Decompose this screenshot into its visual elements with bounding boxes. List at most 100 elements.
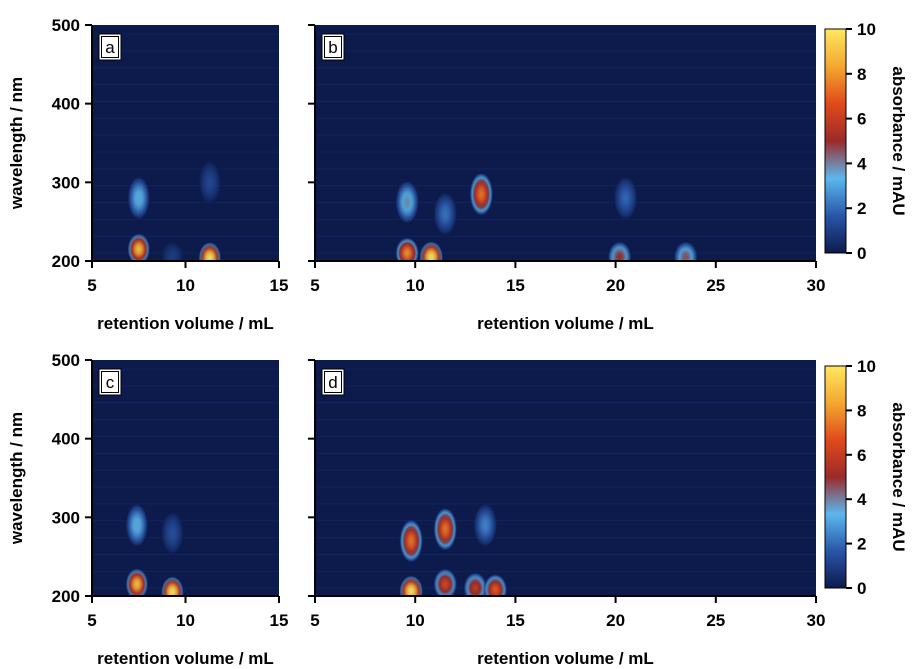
background-streak xyxy=(315,368,816,370)
x-axis-label: retention volume / mL xyxy=(97,314,274,333)
panel-letter-inner-box xyxy=(324,371,342,393)
background-streak xyxy=(92,100,279,103)
background-streak xyxy=(92,587,279,589)
x-tick-label: 25 xyxy=(706,611,725,630)
background-streak xyxy=(92,33,279,35)
heatmap-peak xyxy=(127,176,151,221)
x-tick-label: 15 xyxy=(506,611,525,630)
panel-letter-box xyxy=(321,368,345,396)
heatmap-panel-a: 5 10 15 200 300 400 500 retention volume / mL wa… xyxy=(7,16,288,333)
background-streak xyxy=(315,553,816,556)
background-streak xyxy=(315,202,816,204)
heatmap-background xyxy=(92,25,279,261)
panel-letter: a xyxy=(105,38,115,57)
heatmap-peak xyxy=(399,575,424,596)
background-streak xyxy=(315,134,816,136)
x-tick-label: 20 xyxy=(606,611,625,630)
colorbar-tick-label: 2 xyxy=(857,199,866,218)
background-streak xyxy=(92,218,279,221)
background-streak xyxy=(92,553,279,556)
colorbar-tick-label: 10 xyxy=(857,20,876,39)
background-streak xyxy=(92,452,279,454)
colorbar-tick-label: 0 xyxy=(857,244,866,263)
x-tick-label: 20 xyxy=(606,276,625,295)
background-streak xyxy=(92,168,279,170)
background-streak xyxy=(315,503,816,505)
y-tick-label: 300 xyxy=(52,173,80,192)
panel-letter: b xyxy=(328,38,337,57)
heatmap-background xyxy=(315,25,816,261)
heatmap-peak xyxy=(433,191,458,236)
colorbar-gradient xyxy=(824,28,847,254)
heatmap-peak xyxy=(160,511,184,556)
background-streak xyxy=(92,402,279,404)
background-streak xyxy=(315,385,816,387)
x-tick-label: 5 xyxy=(87,276,96,295)
background-streak xyxy=(315,402,816,404)
background-streak xyxy=(315,419,816,421)
background-streak xyxy=(92,570,279,572)
x-axis-label: retention volume / mL xyxy=(477,649,654,668)
x-tick-label: 15 xyxy=(270,611,289,630)
x-tick-label: 10 xyxy=(176,611,195,630)
heatmap-peak xyxy=(160,576,184,596)
heatmap-panel-c: 5 10 15 200 300 400 500 retention volume / mL wa… xyxy=(7,351,288,668)
colorbar-label: absorbance / mAU xyxy=(889,402,908,551)
heatmap-peak xyxy=(395,180,420,224)
background-streak xyxy=(315,435,816,438)
heatmap-peak xyxy=(399,518,424,563)
colorbar-tick-label: 6 xyxy=(857,446,866,465)
background-streak xyxy=(315,252,816,254)
x-tick-label: 30 xyxy=(807,276,826,295)
background-streak xyxy=(92,469,279,471)
heatmap-background xyxy=(315,360,816,596)
background-streak xyxy=(92,134,279,136)
background-streak xyxy=(92,252,279,254)
x-tick-label: 15 xyxy=(506,276,525,295)
background-streak xyxy=(315,100,816,103)
heatmap-peak xyxy=(433,507,458,552)
background-streak xyxy=(92,537,279,539)
background-streak xyxy=(315,151,816,153)
background-streak xyxy=(92,486,279,488)
background-streak xyxy=(315,33,816,35)
colorbar-tick-label: 8 xyxy=(857,65,866,84)
heatmap-peak xyxy=(607,241,632,261)
y-tick-label: 500 xyxy=(52,16,80,35)
y-tick-label: 200 xyxy=(52,252,80,271)
background-streak xyxy=(92,503,279,505)
heatmap-peak xyxy=(613,176,638,221)
heatmap-peak xyxy=(463,572,488,596)
colorbar-gradient xyxy=(824,365,847,589)
background-streak xyxy=(92,50,279,52)
y-tick-label: 400 xyxy=(52,430,80,449)
x-tick-label: 30 xyxy=(807,611,826,630)
colorbar-label: absorbance / mAU xyxy=(889,66,908,215)
x-tick-label: 5 xyxy=(310,611,319,630)
y-tick-label: 200 xyxy=(52,587,80,606)
background-streak xyxy=(315,185,816,187)
background-streak xyxy=(315,587,816,589)
heatmap-panel-d: 5 10 15 20 25 30 retention volume / mL d xyxy=(308,359,826,668)
background-streak xyxy=(315,218,816,221)
x-tick-label: 25 xyxy=(706,276,725,295)
y-tick-label: 500 xyxy=(52,351,80,370)
y-axis-label: wavelength / nm xyxy=(7,77,26,210)
colorbar-tick-label: 10 xyxy=(857,357,876,376)
background-streak xyxy=(92,151,279,153)
x-tick-label: 15 xyxy=(270,276,289,295)
heatmap-peak xyxy=(198,160,222,205)
background-streak xyxy=(315,570,816,572)
background-streak xyxy=(92,117,279,119)
heatmap-peak xyxy=(473,503,498,548)
background-streak xyxy=(315,486,816,488)
background-streak xyxy=(315,452,816,454)
background-streak xyxy=(315,469,816,471)
colorbar: 0 2 4 6 8 10 absorbance / mAU xyxy=(824,20,908,263)
heatmap-peak xyxy=(483,573,508,596)
heatmap-peak xyxy=(198,241,222,261)
y-tick-label: 300 xyxy=(52,508,80,527)
x-axis-label: retention volume / mL xyxy=(97,649,274,668)
background-streak xyxy=(315,168,816,170)
colorbar-tick-label: 2 xyxy=(857,535,866,554)
